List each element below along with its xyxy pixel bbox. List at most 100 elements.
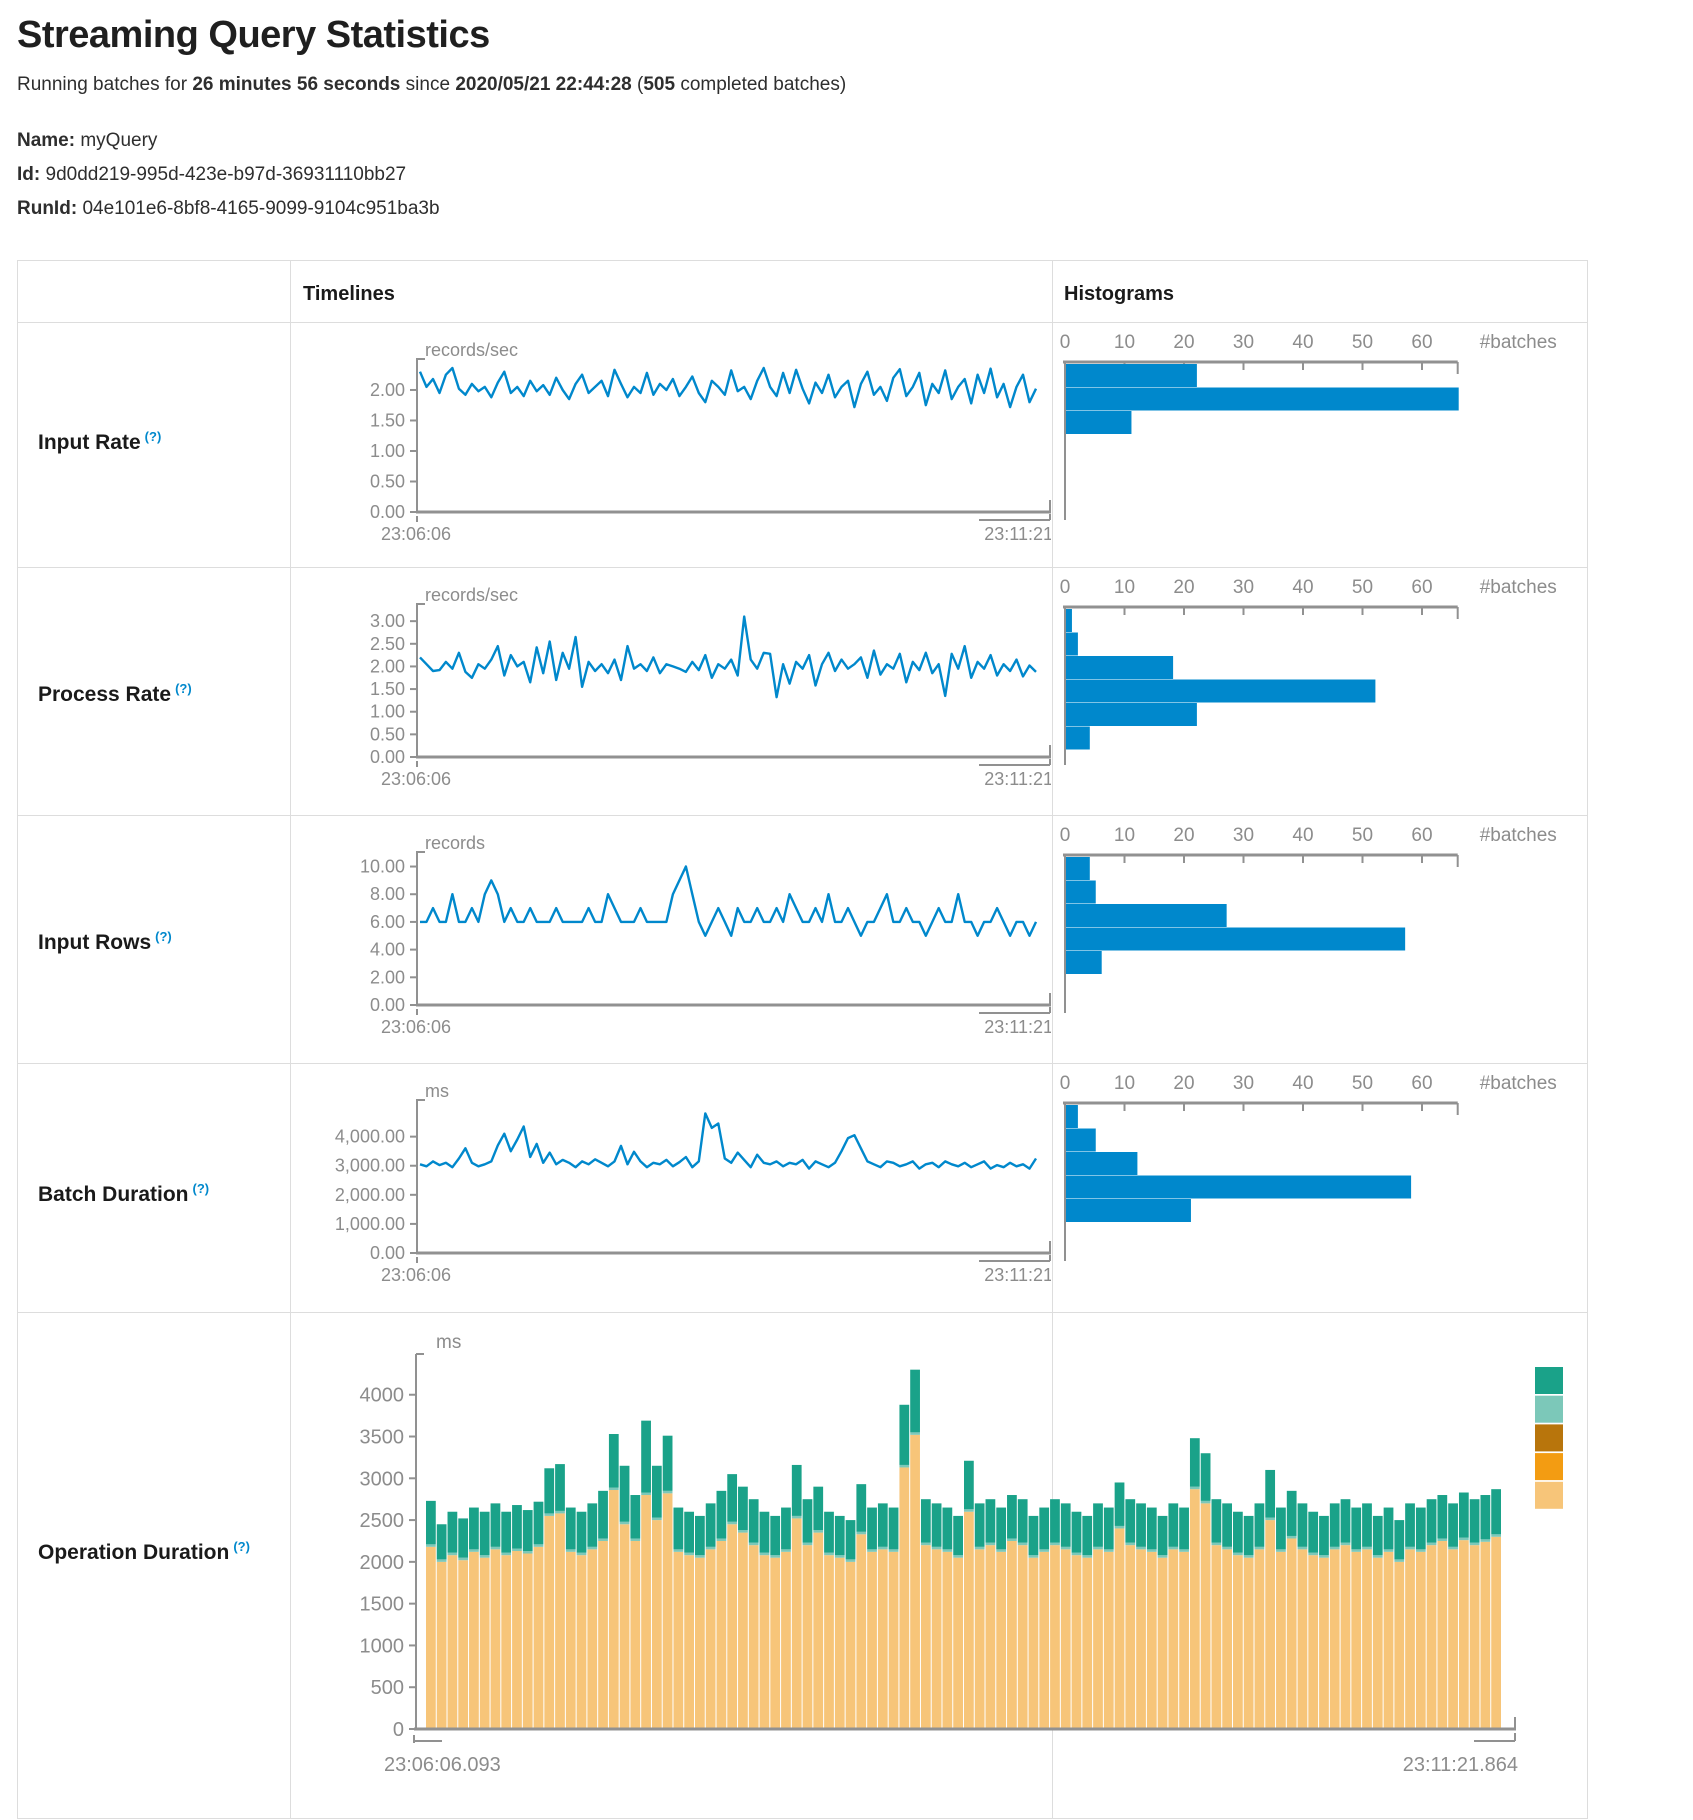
operation-duration-bar-base xyxy=(1103,1551,1114,1729)
input-rate-histogram-chart: 0 10 20 30 40 50 60 #batches xyxy=(1053,322,1589,567)
operation-duration-bar-top xyxy=(1415,1507,1426,1550)
row-divider-4 xyxy=(18,1312,1587,1313)
operation-duration-bar-top xyxy=(1168,1503,1179,1547)
operation-duration-bar-top xyxy=(856,1484,867,1532)
process-rate-timeline-ytick: 2.50 xyxy=(370,634,405,654)
operation-duration-bar-top xyxy=(1319,1515,1329,1556)
help-icon[interactable]: (?) xyxy=(155,929,172,944)
operation-duration-bar-sliver xyxy=(942,1549,953,1552)
operation-duration-bar-sliver xyxy=(1437,1538,1448,1541)
operation-duration-bar-top xyxy=(1265,1469,1276,1518)
operation-duration-bar-top xyxy=(426,1500,436,1545)
input-rate-timeline-ytick: 1.50 xyxy=(370,410,405,430)
operation-duration-bar-base xyxy=(1458,1540,1469,1729)
operation-duration-bar-sliver xyxy=(1286,1535,1297,1539)
operation-duration-bar-sliver xyxy=(1469,1542,1480,1546)
operation-duration-bar-sliver xyxy=(888,1549,899,1552)
help-icon[interactable]: (?) xyxy=(192,1181,210,1196)
operation-duration-bar-base xyxy=(781,1551,791,1729)
operation-duration-bar-base xyxy=(1243,1557,1254,1729)
operation-duration-bar-sliver xyxy=(920,1542,931,1546)
summary-text: Running batches for 26 minutes 56 second… xyxy=(17,74,846,96)
row-divider-1 xyxy=(18,567,1587,568)
help-icon[interactable]: (?) xyxy=(144,429,162,444)
operation-duration-bar-base xyxy=(877,1549,888,1729)
batch-duration-histogram-bar xyxy=(1066,1199,1191,1222)
input-rows-timeline-series-line xyxy=(420,865,1038,938)
legend-swatch-5 xyxy=(1535,1481,1563,1509)
operation-duration-bar-sliver xyxy=(953,1555,963,1558)
operation-duration-bar-sliver xyxy=(426,1544,436,1547)
operation-duration-bar-sliver xyxy=(1351,1549,1362,1552)
operation-duration-bar-top xyxy=(1093,1503,1103,1547)
process-rate-histogram-xtick: 10 xyxy=(1114,577,1135,598)
operation-duration-bar-sliver xyxy=(1308,1552,1319,1556)
operation-duration-bar-base xyxy=(490,1549,501,1729)
operation-duration-bar-sliver xyxy=(1405,1546,1415,1550)
input-rate-timeline-x-end-label: 23:11:21 xyxy=(984,524,1051,544)
operation-duration-bar-top xyxy=(447,1511,458,1553)
operation-duration-bar-base xyxy=(867,1551,877,1729)
operation-duration-bar-sliver xyxy=(1265,1517,1276,1521)
batch-duration-histogram-bar xyxy=(1066,1152,1138,1175)
operation-duration-bar-sliver xyxy=(931,1546,942,1550)
operation-duration-bar-base xyxy=(834,1557,845,1729)
operation-duration-bar-top xyxy=(1157,1515,1168,1556)
batch-duration-timeline-x-end-label: 23:11:21 xyxy=(984,1265,1051,1285)
operation-duration-bar-base xyxy=(684,1555,694,1729)
process-rate-histogram-xtick: 0 xyxy=(1060,577,1071,598)
summary-suffix: completed batches) xyxy=(675,74,847,95)
help-icon[interactable]: (?) xyxy=(233,1539,250,1554)
operation-duration-bar-sliver xyxy=(447,1552,458,1556)
operation-duration-bar-base xyxy=(770,1557,781,1729)
operation-duration-bar-sliver xyxy=(1480,1539,1491,1542)
operation-duration-bar-top xyxy=(469,1507,479,1550)
operation-duration-bar-top xyxy=(985,1499,996,1543)
batch-duration-histogram-xtick: 30 xyxy=(1233,1073,1254,1094)
input-rows-histogram-xtick: 30 xyxy=(1233,825,1254,846)
batch-duration-timeline-ytick: 0.00 xyxy=(370,1243,405,1263)
input-rate-histogram-bar xyxy=(1066,387,1459,411)
operation-duration-bar-sliver xyxy=(651,1517,662,1521)
operation-duration-bar-base xyxy=(931,1549,942,1729)
operation-duration-bar-base xyxy=(651,1520,662,1729)
operation-duration-bar-base xyxy=(996,1551,1007,1729)
operation-duration-bar-top xyxy=(1448,1503,1458,1547)
operation-duration-bar-base xyxy=(608,1490,619,1729)
input-rate-histogram-xtick: 0 xyxy=(1060,332,1071,353)
legend-swatch-2 xyxy=(1535,1395,1563,1423)
batch-duration-timeline-unit-label: ms xyxy=(425,1081,449,1101)
operation-duration-bar-base xyxy=(899,1467,910,1729)
process-rate-histogram-svg: 0 10 20 30 40 50 60 #batches xyxy=(1060,577,1557,765)
input-rate-histogram-xlabel: #batches xyxy=(1480,332,1557,353)
operation-duration-unit-label: ms xyxy=(436,1332,461,1353)
operation-duration-bar-base xyxy=(1039,1551,1050,1729)
batch-duration-histogram-bar xyxy=(1066,1175,1412,1199)
operation-duration-bar-sliver xyxy=(608,1487,619,1491)
operation-duration-bar-top xyxy=(727,1474,738,1522)
operation-duration-bar-sliver xyxy=(512,1548,522,1552)
input-rows-label-text: Input Rows xyxy=(38,931,152,954)
row-divider-3 xyxy=(18,1063,1587,1064)
batch-duration-histogram-bar xyxy=(1066,1128,1096,1152)
batch-duration-histogram-chart: 0 10 20 30 40 50 60 #batches xyxy=(1053,1063,1589,1312)
operation-duration-bar-top xyxy=(1458,1492,1469,1538)
operation-duration-bar-top xyxy=(759,1511,770,1553)
query-id-label: Id: xyxy=(17,164,41,185)
operation-duration-bar-top xyxy=(544,1468,555,1514)
operation-duration-bar-top xyxy=(1060,1503,1071,1547)
operation-duration-bar-base xyxy=(1426,1545,1437,1729)
summary-duration: 26 minutes 56 seconds xyxy=(192,74,401,95)
operation-duration-bar-top xyxy=(619,1465,630,1522)
help-icon[interactable]: (?) xyxy=(175,681,192,696)
process-rate-timeline-ytick: 1.50 xyxy=(370,679,405,699)
operation-duration-bar-base xyxy=(426,1546,436,1729)
operation-duration-bar-top xyxy=(501,1511,512,1553)
row-divider-2 xyxy=(18,815,1587,816)
operation-duration-bar-base xyxy=(479,1557,490,1729)
operation-duration-label: Operation Duration (?) xyxy=(38,1539,250,1565)
input-rate-label: Input Rate (?) xyxy=(38,429,161,455)
operation-duration-bar-top xyxy=(781,1507,791,1550)
operation-duration-bar-sliver xyxy=(1329,1546,1340,1550)
input-rows-histogram-bar xyxy=(1066,857,1090,880)
